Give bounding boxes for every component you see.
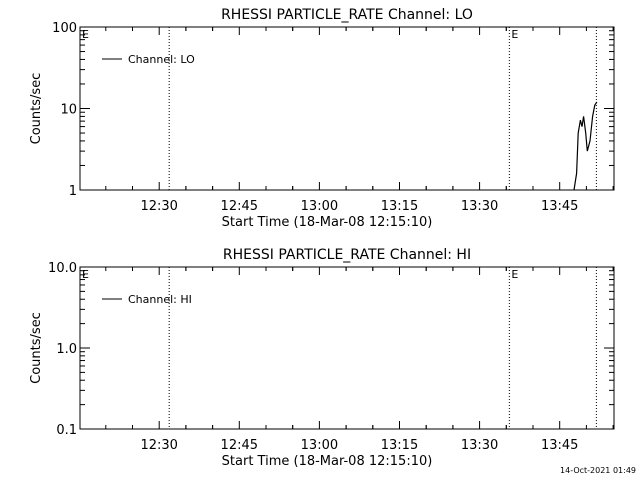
chart2-x-tick-label: 13:45 [541, 438, 578, 453]
footer-timestamp: 14-Oct-2021 01:49 [560, 466, 636, 475]
chart2-x-axis-label: Start Time (18-Mar-08 12:15:10) [222, 454, 433, 469]
chart1-x-tick-label: 13:15 [381, 199, 418, 214]
chart1-event-label: E [511, 28, 518, 41]
chart1-y-tick-label: 100 [52, 21, 77, 36]
chart2-plot-frame [79, 266, 615, 430]
chart1-y-axis-label: Counts/sec [29, 73, 44, 145]
chart2-y-tick-label: 10.0 [48, 261, 77, 276]
chart1-legend-label: Channel: LO [128, 53, 195, 66]
chart1-x-tick-label: 13:00 [301, 199, 338, 214]
chart1-corner-label: E [82, 28, 89, 41]
chart1-y-tick-label: 1 [69, 184, 77, 199]
chart1-series-line-1 [573, 101, 598, 191]
chart2-title: RHESSI PARTICLE_RATE Channel: HI [223, 247, 471, 263]
chart1-x-tick-label: 13:45 [541, 199, 578, 214]
chart2-legend-label: Channel: HI [128, 293, 192, 306]
chart2-corner-label: E [82, 268, 89, 281]
chart2-y-axis-label: Counts/sec [29, 312, 44, 384]
chart2-y-tick-label: 1.0 [56, 342, 77, 357]
chart2-x-tick-label: 13:15 [381, 438, 418, 453]
chart1-y-tick-label: 10 [60, 103, 77, 118]
chart2-event-label: E [511, 268, 518, 281]
chart2-x-tick-label: 13:00 [301, 438, 338, 453]
chart1-title: RHESSI PARTICLE_RATE Channel: LO [221, 7, 473, 23]
chart1-x-tick-label: 12:45 [221, 199, 258, 214]
chart1-x-tick-label: 13:30 [461, 199, 498, 214]
chart2-y-tick-label: 0.1 [56, 423, 77, 438]
chart1-x-tick-label: 12:30 [140, 199, 177, 214]
chart2-x-tick-label: 12:30 [140, 438, 177, 453]
chart1-x-axis-label: Start Time (18-Mar-08 12:15:10) [222, 215, 433, 230]
chart1-plot-frame [79, 26, 615, 191]
chart2-x-tick-label: 13:30 [461, 438, 498, 453]
chart2-x-tick-label: 12:45 [221, 438, 258, 453]
